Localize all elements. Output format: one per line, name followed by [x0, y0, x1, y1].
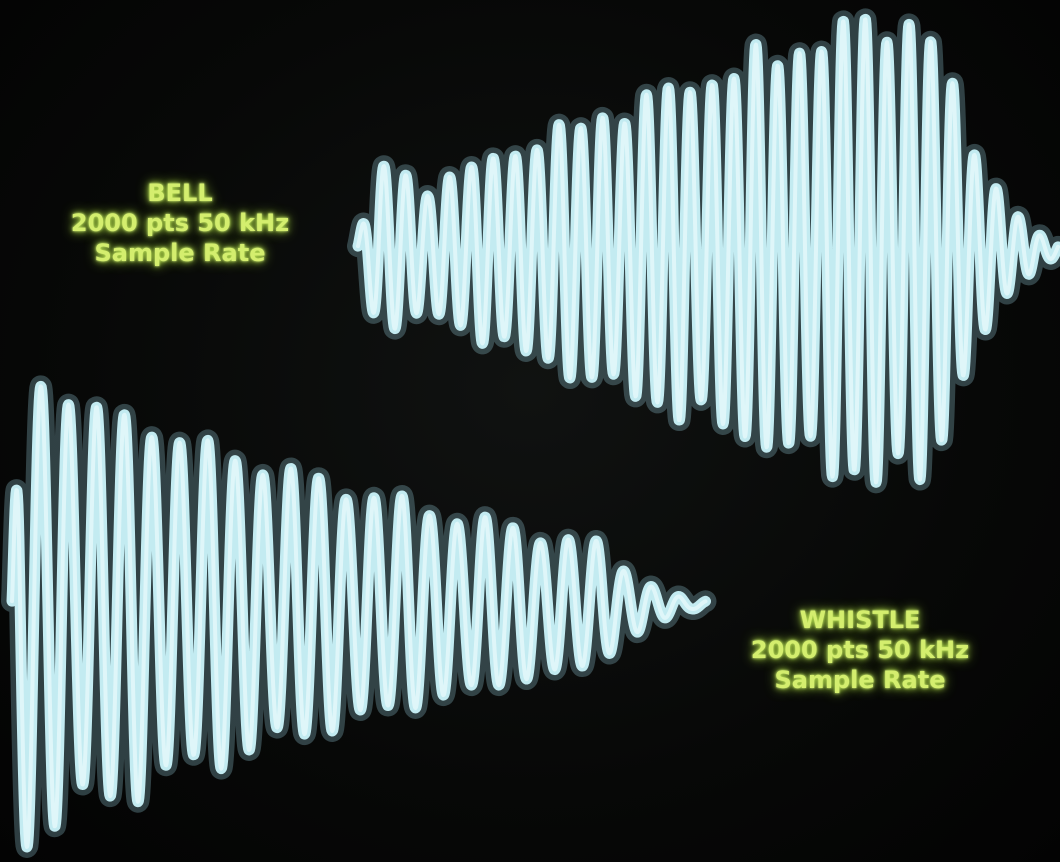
bell-trace-highlight [356, 17, 1060, 485]
whistle-label-points: 2000 pts 50 kHz [750, 636, 970, 664]
whistle-label: WHISTLE 2000 pts 50 kHz Sample Rate [715, 605, 1005, 695]
bell-label-points: 2000 pts 50 kHz [70, 209, 290, 237]
bell-label: BELL 2000 pts 50 kHz Sample Rate [40, 178, 320, 268]
whistle-label-title: WHISTLE [799, 606, 921, 634]
bell-label-rate: Sample Rate [94, 239, 266, 267]
bell-label-title: BELL [147, 179, 213, 207]
bell-waveform [347, 8, 1060, 494]
whistle-label-rate: Sample Rate [774, 666, 946, 694]
whistle-waveform [1, 375, 717, 858]
whistle-trace-highlight [10, 384, 708, 849]
